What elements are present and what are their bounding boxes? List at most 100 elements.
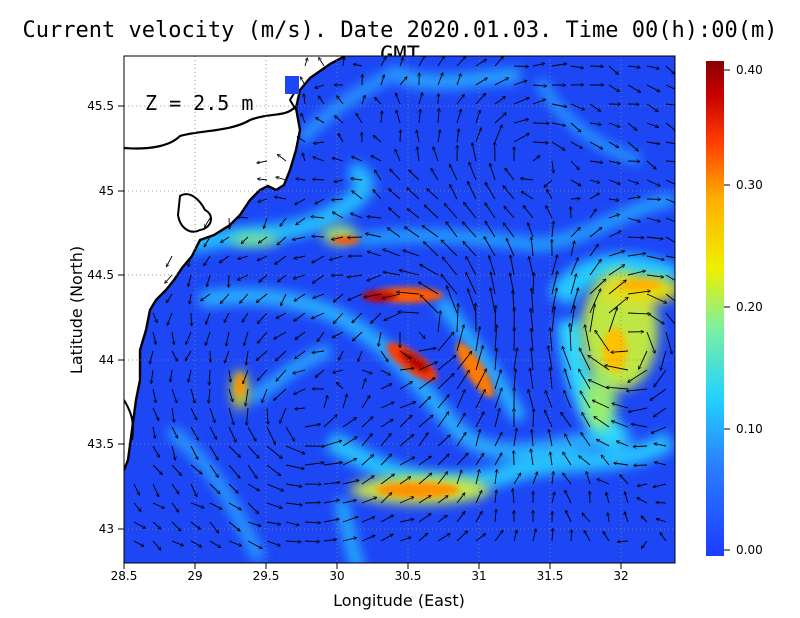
velocity-arrow [646,160,656,169]
velocity-arrow [358,350,363,362]
velocity-arrow [304,424,321,428]
velocity-arrow [442,257,458,276]
velocity-arrow [580,391,591,409]
velocity-arrow [380,350,388,362]
velocity-arrow [285,445,305,454]
velocity-arrow [570,122,581,132]
velocity-arrow [152,426,155,438]
velocity-arrow [228,483,238,493]
velocity-arrow [513,66,529,67]
velocity-arrow [654,462,667,466]
velocity-arrow [589,123,601,125]
velocity-arrow [188,369,192,382]
velocity-arrow [247,540,262,549]
velocity-arrow [361,95,365,105]
velocity-arrow [399,368,414,371]
velocity-arrow [259,274,268,282]
velocity-arrow [190,483,197,497]
velocity-arrow [226,331,230,346]
velocity-arrow [660,533,667,542]
y-tick-label: 43.5 [87,437,114,451]
velocity-arrow [627,291,650,295]
velocity-arrow [244,331,249,346]
velocity-arrow [171,521,181,531]
velocity-arrow [639,350,648,369]
velocity-arrow [566,510,572,523]
velocity-arrow [494,125,502,143]
velocity-arrow [589,179,600,183]
velocity-arrow [266,426,276,445]
velocity-arrow [627,122,637,130]
velocity-arrow [334,116,344,124]
velocity-arrow [475,429,480,447]
velocity-arrow [495,509,496,523]
velocity-arrow [238,255,249,259]
velocity-arrow [190,293,192,304]
velocity-arrow [365,234,382,238]
velocity-arrow [382,293,401,299]
velocity-arrow [550,328,553,352]
velocity-arrow [646,179,660,186]
velocity-arrow [400,130,401,143]
velocity-arrow [417,147,420,162]
velocity-arrow [475,534,486,542]
velocity-arrow [241,236,249,244]
velocity-arrow [653,483,667,487]
y-tick-label: 45 [99,184,114,198]
velocity-arrow [220,293,230,304]
velocity-arrow [570,274,576,295]
velocity-arrow [503,186,515,200]
velocity-arrow [456,351,472,371]
velocity-arrow [475,469,480,485]
velocity-arrow [570,160,579,170]
velocity-arrow [237,217,249,218]
velocity-arrow [665,236,675,243]
velocity-arrow [152,388,156,403]
velocity-arrow [463,222,477,238]
velocity-arrow [333,369,344,373]
velocity-arrow [475,110,480,124]
velocity-arrow [151,369,154,384]
velocity-arrow [396,93,401,105]
velocity-arrow [494,348,497,371]
velocity-arrow [399,77,407,86]
velocity-arrow [589,227,602,238]
velocity-arrow [589,141,603,149]
velocity-arrow [323,395,328,409]
velocity-arrow [608,297,628,314]
velocity-arrow [294,293,306,301]
velocity-arrow [334,293,344,302]
velocity-arrow [378,331,382,346]
velocity-arrow [532,63,545,67]
y-axis-title: Latitude (North) [67,246,86,374]
velocity-arrow [257,160,268,163]
velocity-arrow [285,426,295,441]
velocity-arrow [641,516,648,523]
velocity-arrow [603,531,610,542]
velocity-arrow [646,65,659,69]
velocity-arrow [228,502,241,510]
x-tick-label: 29.5 [253,569,280,583]
velocity-arrow [399,382,412,390]
velocity-arrow [521,178,534,180]
velocity-arrow [257,312,268,324]
velocity-arrow [545,391,553,409]
velocity-arrow [323,415,337,428]
velocity-arrow [494,113,506,124]
velocity-arrow [380,419,393,428]
velocity-arrow [513,489,514,504]
velocity-arrow [641,540,648,548]
velocity-arrow [228,388,233,402]
velocity-arrow [545,410,553,428]
velocity-arrow [353,64,363,66]
velocity-arrow [606,387,629,390]
velocity-arrow [420,295,439,314]
velocity-arrow [323,441,342,447]
colorbar-tick-label: 0.00 [736,543,763,557]
velocity-arrow [293,274,306,279]
velocity-arrow [247,464,257,479]
velocity-arrow [616,441,629,447]
velocity-arrow [468,181,477,200]
velocity-arrow [513,98,529,105]
velocity-arrow [589,289,601,314]
